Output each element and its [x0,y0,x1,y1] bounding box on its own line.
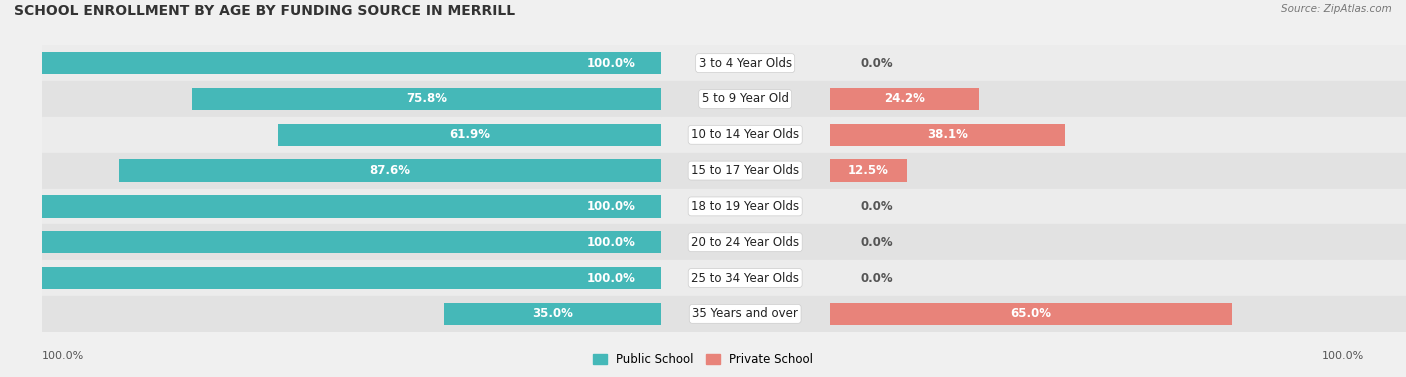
Text: 15 to 17 Year Olds: 15 to 17 Year Olds [692,164,799,177]
Bar [444,303,661,325]
Text: 3 to 4 Year Olds: 3 to 4 Year Olds [699,57,792,70]
Bar [661,188,830,224]
Text: 75.8%: 75.8% [406,92,447,106]
Bar [278,124,661,146]
Bar [661,153,830,188]
Bar [661,260,830,296]
Bar [830,260,1406,296]
Bar [661,81,830,117]
Bar [120,159,661,182]
Bar [42,231,661,253]
Bar [830,153,1406,188]
Text: SCHOOL ENROLLMENT BY AGE BY FUNDING SOURCE IN MERRILL: SCHOOL ENROLLMENT BY AGE BY FUNDING SOUR… [14,4,515,18]
Legend: Public School, Private School: Public School, Private School [588,349,818,371]
Text: 100.0%: 100.0% [42,351,84,361]
Text: 87.6%: 87.6% [370,164,411,177]
Text: 0.0%: 0.0% [860,200,893,213]
Text: 0.0%: 0.0% [860,236,893,249]
Text: 100.0%: 100.0% [586,57,636,70]
Bar [42,52,661,74]
Bar [830,159,907,182]
Bar [42,45,661,81]
Text: 0.0%: 0.0% [860,271,893,285]
Bar [42,195,661,218]
Text: 100.0%: 100.0% [1322,351,1364,361]
Bar [661,117,830,153]
Bar [191,88,661,110]
Bar [830,81,1406,117]
Text: 24.2%: 24.2% [884,92,925,106]
Bar [42,153,661,188]
Text: 25 to 34 Year Olds: 25 to 34 Year Olds [692,271,799,285]
Text: 38.1%: 38.1% [927,128,967,141]
Bar [42,117,661,153]
Text: 65.0%: 65.0% [1010,307,1052,320]
Text: 61.9%: 61.9% [449,128,489,141]
Bar [661,224,830,260]
Text: 0.0%: 0.0% [860,57,893,70]
Bar [830,188,1406,224]
Bar [42,188,661,224]
Text: 100.0%: 100.0% [586,271,636,285]
Text: 100.0%: 100.0% [586,200,636,213]
Bar [830,117,1406,153]
Text: 35.0%: 35.0% [531,307,574,320]
Bar [830,88,979,110]
Bar [661,296,830,332]
Text: 5 to 9 Year Old: 5 to 9 Year Old [702,92,789,106]
Text: 12.5%: 12.5% [848,164,889,177]
Bar [661,45,830,81]
Text: Source: ZipAtlas.com: Source: ZipAtlas.com [1281,4,1392,14]
Text: 20 to 24 Year Olds: 20 to 24 Year Olds [692,236,799,249]
Bar [42,296,661,332]
Bar [42,81,661,117]
Text: 35 Years and over: 35 Years and over [692,307,799,320]
Text: 10 to 14 Year Olds: 10 to 14 Year Olds [692,128,799,141]
Bar [42,260,661,296]
Text: 18 to 19 Year Olds: 18 to 19 Year Olds [692,200,799,213]
Bar [42,267,661,289]
Text: 100.0%: 100.0% [586,236,636,249]
Bar [42,224,661,260]
Bar [830,303,1232,325]
Bar [830,296,1406,332]
Bar [830,224,1406,260]
Bar [830,124,1066,146]
Bar [830,45,1406,81]
